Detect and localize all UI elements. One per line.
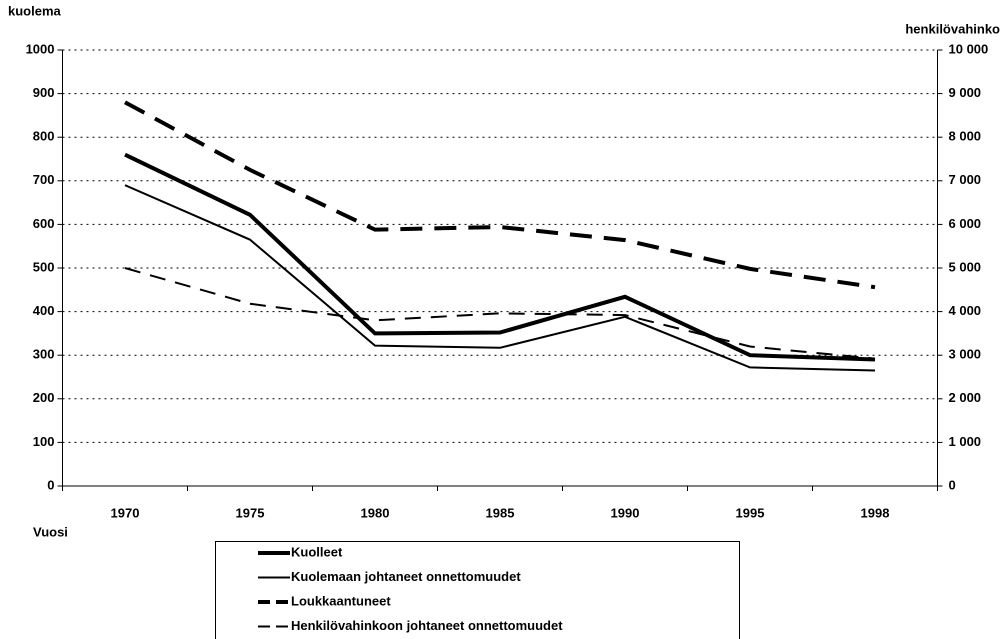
x-tick-label: 1970	[111, 505, 140, 520]
x-tick-label: 1990	[611, 505, 640, 520]
series-line	[124, 184, 876, 372]
y-tick-label: 700	[33, 172, 55, 187]
legend-label: Henkilövahinkoon johtaneet onnettomuudet	[291, 618, 563, 633]
y2-tick-label: 4 000	[949, 303, 982, 318]
x-axis-title: Vuosi	[33, 524, 68, 539]
y2-tick-label: 9 000	[949, 85, 982, 100]
y2-tick-label: 6 000	[949, 216, 982, 231]
legend-label: Kuolleet	[291, 544, 343, 559]
series-line	[124, 100, 876, 290]
y-axis-title: kuolema	[8, 3, 62, 18]
y-tick-label: 800	[33, 129, 55, 144]
y-tick-label: 500	[33, 259, 55, 274]
y2-tick-label: 0	[949, 477, 956, 492]
y-tick-label: 100	[33, 434, 55, 449]
x-tick-label: 1998	[861, 505, 890, 520]
x-tick-label: 1995	[736, 505, 765, 520]
legend-box	[215, 541, 740, 639]
y2-tick-label: 5 000	[949, 259, 982, 274]
legend-label: Loukkaantuneet	[291, 593, 391, 608]
y2-tick-label: 8 000	[949, 129, 982, 144]
y-tick-label: 600	[33, 216, 55, 231]
legend-label: Kuolemaan johtaneet onnettomuudet	[291, 569, 521, 584]
y-tick-label: 1000	[26, 41, 55, 56]
y-tick-label: 900	[33, 85, 55, 100]
y-tick-label: 400	[33, 303, 55, 318]
y-tick-label: 0	[47, 477, 54, 492]
y2-tick-label: 7 000	[949, 172, 982, 187]
x-tick-label: 1985	[486, 505, 515, 520]
x-tick-label: 1980	[361, 505, 390, 520]
y2-tick-label: 1 000	[949, 434, 982, 449]
y-tick-label: 300	[33, 347, 55, 362]
y2-tick-label: 2 000	[949, 390, 982, 405]
y-tick-label: 200	[33, 390, 55, 405]
series-line	[124, 267, 876, 360]
y2-tick-label: 3 000	[949, 347, 982, 362]
x-tick-label: 1975	[236, 505, 265, 520]
y2-tick-label: 10 000	[949, 41, 989, 56]
y2-axis-title: henkilövahinko	[905, 21, 1000, 36]
series-line	[124, 152, 876, 362]
